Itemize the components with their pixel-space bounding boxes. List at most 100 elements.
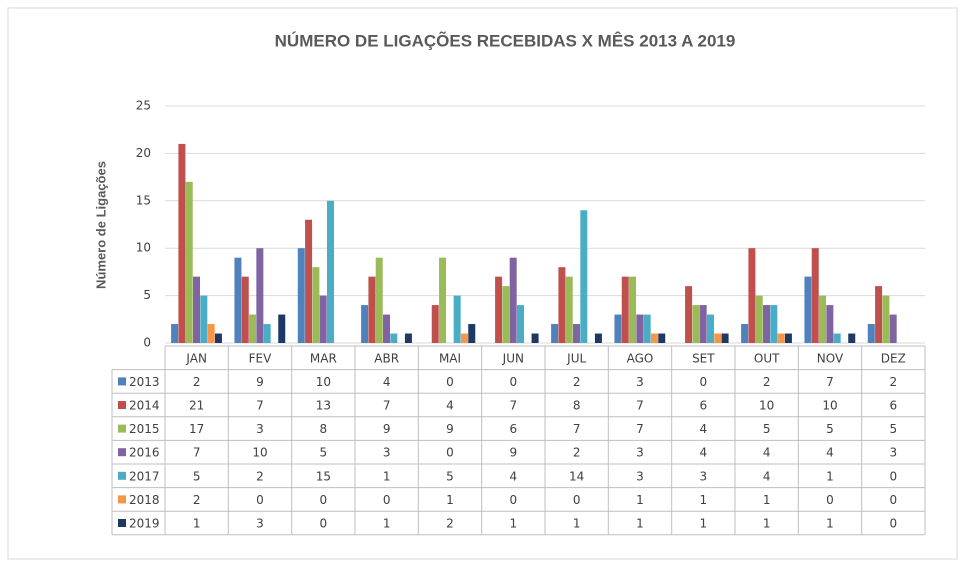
table-value: 9	[446, 422, 454, 436]
table-value: 2	[890, 375, 898, 389]
bar	[875, 286, 883, 343]
y-tick-label: 10	[136, 241, 151, 255]
table-value: 3	[636, 446, 644, 460]
table-value: 3	[256, 422, 264, 436]
bar	[811, 248, 819, 343]
bar	[509, 257, 517, 343]
bar	[621, 276, 629, 343]
bar	[699, 305, 707, 343]
bar	[650, 333, 658, 343]
table-value: 1	[636, 517, 644, 531]
legend-swatch	[118, 471, 126, 480]
legend-label: 2016	[129, 446, 160, 460]
table-value: 0	[256, 493, 264, 507]
chart-title: NÚMERO DE LIGAÇÕES RECEBIDAS X MÊS 2013 …	[275, 30, 736, 50]
table-value: 6	[510, 422, 518, 436]
bar	[431, 305, 439, 343]
table-value: 7	[573, 422, 581, 436]
bar	[882, 295, 890, 343]
bar	[748, 248, 756, 343]
legend-swatch	[118, 495, 126, 504]
bar	[777, 333, 785, 343]
table-value: 13	[316, 399, 331, 413]
bar	[867, 324, 875, 343]
bar	[629, 276, 637, 343]
legend-swatch	[118, 377, 126, 386]
table-value: 0	[320, 493, 328, 507]
bar	[819, 295, 827, 343]
table-value: 17	[189, 422, 204, 436]
bar	[558, 267, 566, 343]
table-value: 1	[636, 493, 644, 507]
y-tick-label: 15	[136, 193, 151, 207]
table-value: 1	[383, 469, 391, 483]
bar	[256, 248, 264, 343]
table-value: 2	[763, 375, 771, 389]
table-value: 14	[569, 469, 584, 483]
bar	[319, 295, 327, 343]
bar	[741, 324, 749, 343]
table-value: 4	[700, 422, 708, 436]
table-value: 3	[636, 469, 644, 483]
table-value: 0	[890, 493, 898, 507]
x-tick-label: JAN	[185, 351, 207, 365]
table-value: 1	[826, 517, 834, 531]
table-value: 4	[763, 446, 771, 460]
x-tick-label: MAR	[310, 351, 337, 365]
x-tick-label: OUT	[754, 351, 780, 365]
table-value: 4	[826, 446, 834, 460]
table-value: 3	[636, 375, 644, 389]
bar	[249, 314, 257, 343]
bar	[636, 314, 644, 343]
table-value: 1	[763, 493, 771, 507]
table-value: 4	[763, 469, 771, 483]
table-value: 2	[446, 517, 454, 531]
table-value: 7	[636, 399, 644, 413]
bar	[643, 314, 651, 343]
y-tick-label: 0	[143, 336, 151, 350]
bar	[516, 305, 524, 343]
bar	[889, 314, 897, 343]
y-tick-label: 25	[136, 99, 151, 113]
table-value: 5	[890, 422, 898, 436]
bar	[614, 314, 622, 343]
legend-swatch	[118, 519, 126, 527]
legend-label: 2018	[129, 493, 160, 507]
legend-swatch	[118, 448, 126, 457]
bar	[714, 333, 722, 343]
bar	[278, 314, 286, 343]
table-value: 4	[383, 375, 391, 389]
table-value: 2	[193, 493, 201, 507]
bar	[241, 276, 249, 343]
x-tick-label: JUL	[566, 351, 586, 365]
legend-label: 2019	[129, 517, 160, 531]
bar	[770, 305, 778, 343]
table-value: 4	[446, 399, 454, 413]
legend-label: 2014	[129, 399, 160, 413]
table-value: 0	[890, 469, 898, 483]
bar	[692, 305, 700, 343]
table-value: 10	[822, 399, 837, 413]
table-value: 2	[256, 469, 264, 483]
table-value: 1	[383, 517, 391, 531]
legend-label: 2013	[129, 375, 160, 389]
bar	[305, 219, 313, 343]
table-value: 5	[826, 422, 834, 436]
x-tick-label: NOV	[817, 351, 844, 365]
table-value: 5	[763, 422, 771, 436]
table-value: 0	[446, 375, 454, 389]
bar	[804, 276, 812, 343]
table-value: 5	[193, 469, 201, 483]
x-tick-label: MAI	[439, 351, 461, 365]
bar	[580, 210, 588, 343]
table-value: 3	[383, 446, 391, 460]
bar	[404, 333, 412, 343]
bar	[214, 333, 222, 343]
table-value: 8	[320, 422, 328, 436]
x-tick-label: ABR	[374, 351, 399, 365]
table-value: 1	[573, 517, 581, 531]
table-value: 15	[316, 469, 331, 483]
bar	[784, 333, 792, 343]
bar	[763, 305, 771, 343]
table-value: 7	[193, 446, 201, 460]
